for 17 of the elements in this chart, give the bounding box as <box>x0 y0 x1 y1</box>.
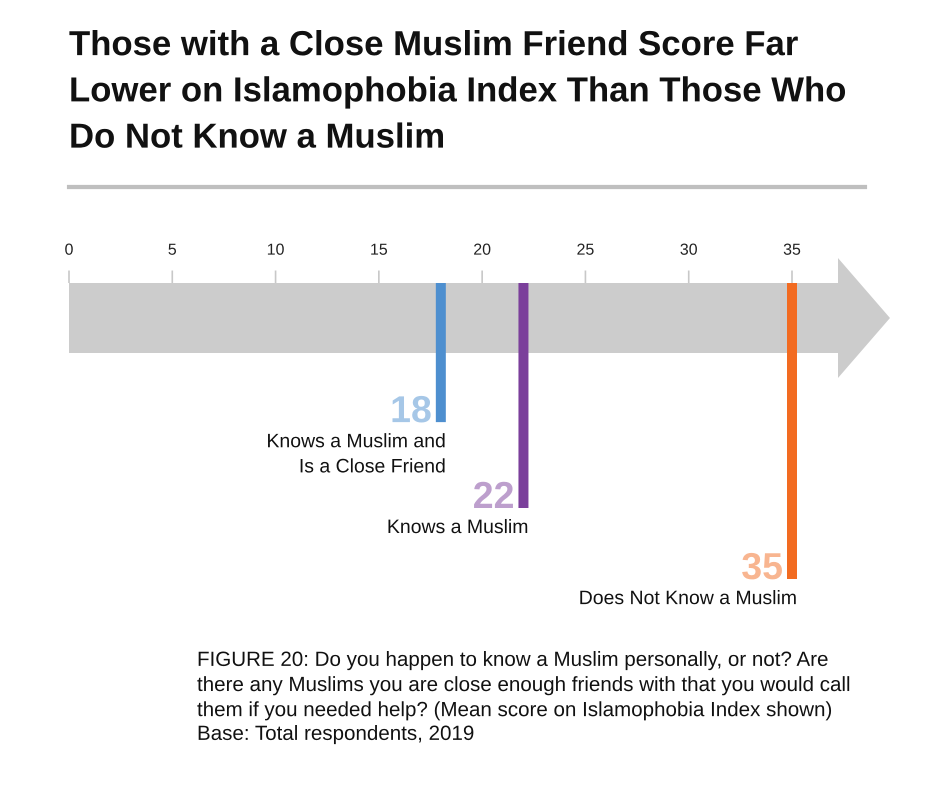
x-tick-label: 5 <box>168 244 176 255</box>
x-tick-label: 35 <box>784 244 800 255</box>
x-tick-label: 0 <box>65 244 73 255</box>
chart-title: Those with a Close Muslim Friend Score Far Lower on Islamophobia Index Than Those Who Do Not Know a Muslim <box>69 30 846 148</box>
annotation: 18 <box>392 396 431 422</box>
series-label: Knows a Muslim and Is a Close Friend <box>268 433 445 473</box>
caption: FIGURE 20: Do you happen to know a Muslim personally, or not? Are there any Muslims you are close enough friends with that you would call them if you needed help? (Mean score on Islamophobia Index shown) <box>197 651 850 720</box>
x-tick-label: 30 <box>680 244 697 255</box>
x-tick-label: 10 <box>268 244 284 255</box>
series-label: Knows a Muslim <box>388 518 528 534</box>
annotation: 22 <box>474 482 513 508</box>
x-tick-label: 25 <box>577 244 594 255</box>
text: Base: Total respondents, 2019 <box>198 725 474 744</box>
x-tick-label: 20 <box>474 244 490 255</box>
series-label: Does Not Know a Muslim <box>580 590 796 604</box>
x-tick-label: 15 <box>371 244 388 255</box>
annotation: 35 <box>742 552 782 580</box>
